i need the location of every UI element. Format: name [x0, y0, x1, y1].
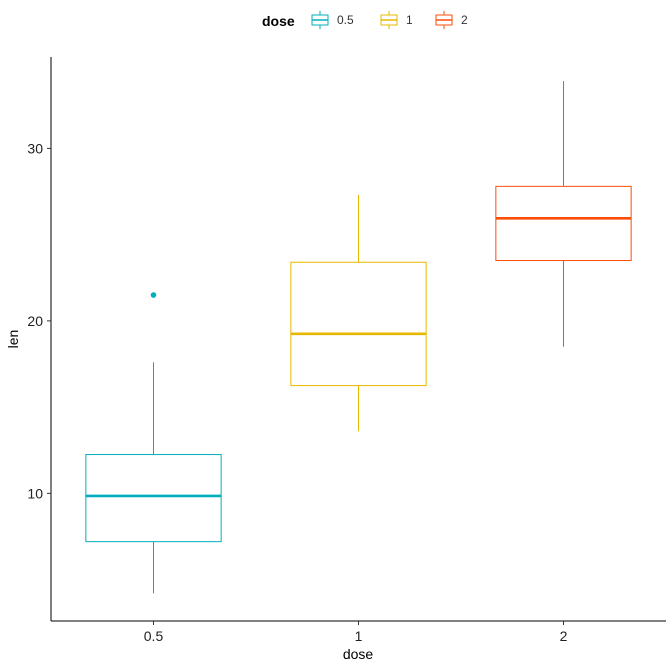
x-ticks: 0.5 1 2 — [144, 621, 568, 644]
box-1 — [290, 194, 427, 432]
boxes — [85, 81, 632, 594]
box-2 — [495, 81, 632, 347]
legend: dose 0.5 1 2 — [262, 11, 468, 29]
iqr-box — [495, 185, 632, 262]
x-tick-label: 2 — [560, 628, 568, 644]
y-axis-title: len — [5, 330, 21, 349]
legend-label: 0.5 — [337, 13, 354, 27]
legend-item-0-5: 0.5 — [311, 11, 354, 29]
y-tick-label: 20 — [27, 313, 43, 329]
box-0-5 — [85, 292, 222, 594]
legend-label: 2 — [461, 13, 468, 27]
iqr-box — [290, 261, 427, 387]
y-ticks: 10 20 30 — [27, 140, 51, 501]
legend-label: 1 — [406, 13, 413, 27]
x-tick-label: 0.5 — [144, 628, 164, 644]
iqr-box — [85, 454, 222, 543]
y-tick-label: 30 — [27, 140, 43, 156]
outlier-point — [150, 292, 157, 298]
legend-item-2: 2 — [435, 11, 468, 29]
legend-title: dose — [262, 13, 295, 29]
x-tick-label: 1 — [355, 628, 363, 644]
legend-item-1: 1 — [380, 11, 413, 29]
x-axis-title: dose — [343, 646, 374, 662]
y-tick-label: 10 — [27, 485, 43, 501]
